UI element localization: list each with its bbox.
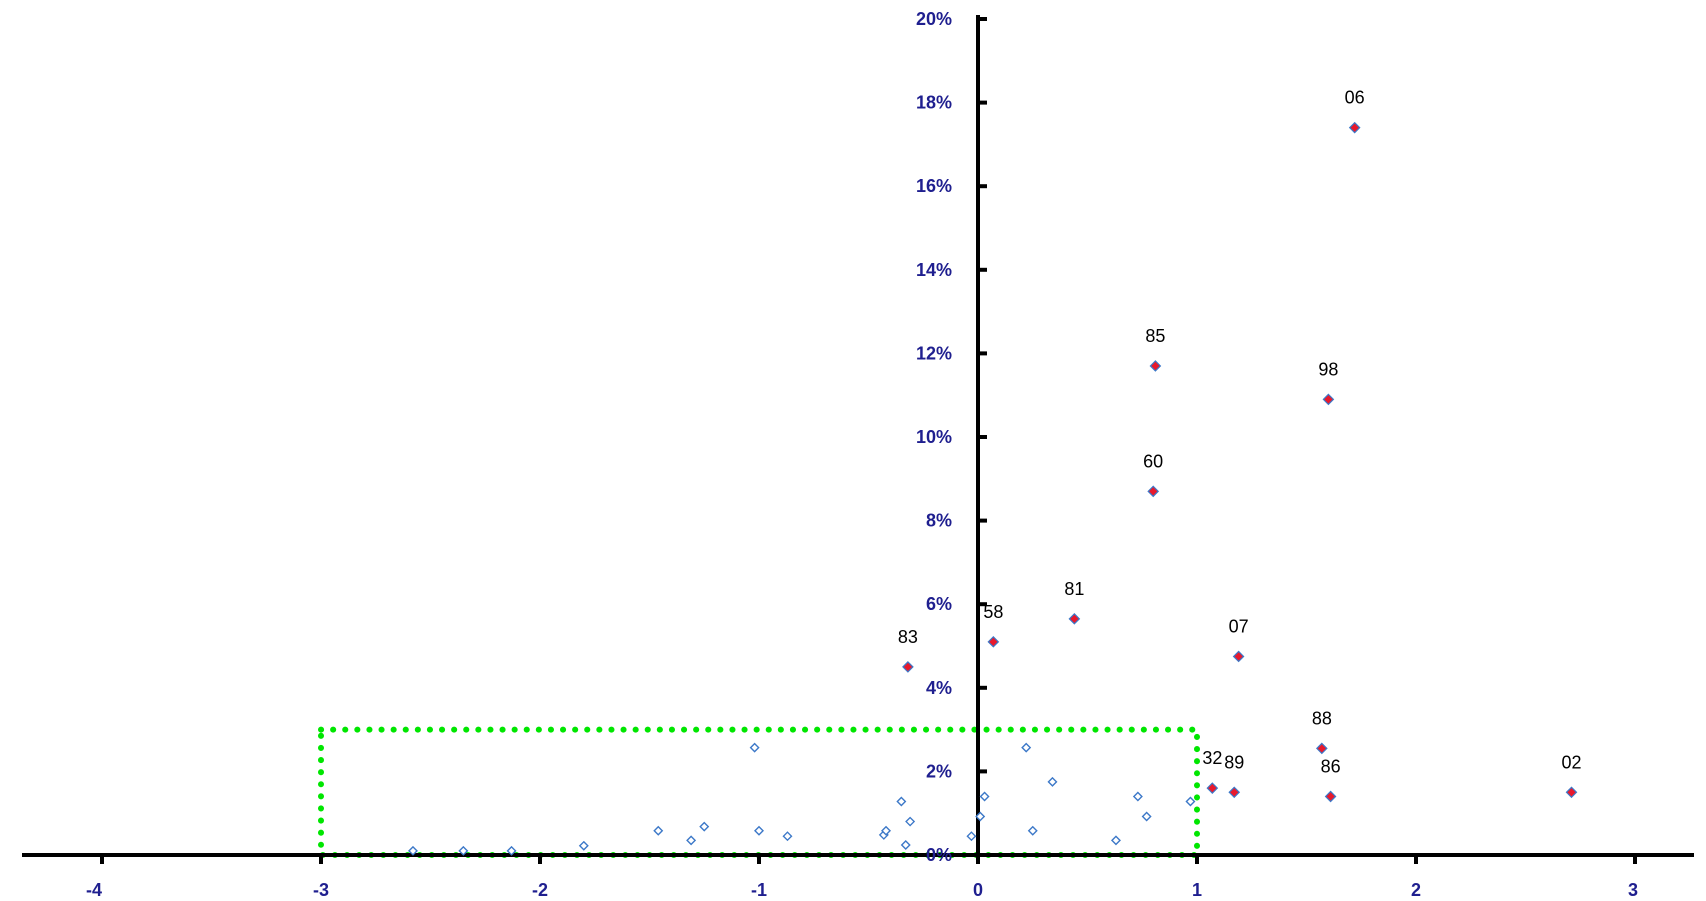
data-point-label: 81 — [1064, 579, 1084, 599]
data-point-label: 60 — [1143, 451, 1163, 471]
data-point-marker — [1322, 393, 1335, 406]
data-point-marker — [1348, 121, 1361, 134]
data-point-label: 07 — [1229, 616, 1249, 636]
data-point-marker — [1149, 360, 1162, 372]
data-point-marker — [653, 825, 664, 836]
data-point-label: 89 — [1224, 752, 1244, 772]
data-point-marker — [902, 661, 914, 673]
data-point-marker — [1565, 786, 1578, 799]
data-point-marker — [1047, 776, 1058, 787]
data-point-marker — [1021, 742, 1032, 753]
data-point-marker — [1068, 612, 1081, 625]
x-tick-label: 1 — [1192, 880, 1202, 900]
data-point-marker — [782, 831, 793, 842]
data-point-marker — [1324, 790, 1337, 803]
data-point-label: 86 — [1321, 756, 1341, 776]
data-point-marker — [1232, 650, 1245, 663]
data-point-label: 88 — [1312, 708, 1332, 728]
data-point-marker — [966, 831, 977, 842]
data-point-marker — [1185, 796, 1196, 807]
data-point-marker — [506, 845, 517, 856]
y-tick-label: 0% — [926, 845, 952, 865]
data-point-label: 32 — [1202, 748, 1222, 768]
y-tick-label: 12% — [916, 343, 952, 363]
data-point-marker — [1147, 485, 1160, 498]
data-point-marker — [1315, 742, 1328, 755]
data-point-label: 83 — [898, 627, 918, 647]
y-tick-label: 6% — [926, 594, 952, 614]
data-point-marker — [699, 821, 710, 832]
y-tick-label: 16% — [916, 176, 952, 196]
x-tick-label: 3 — [1628, 880, 1638, 900]
data-point-label: 85 — [1145, 326, 1165, 346]
data-point-label: 06 — [1345, 88, 1365, 108]
axes-layer — [22, 15, 1694, 864]
x-tick-label: 0 — [973, 880, 983, 900]
data-point-marker — [749, 742, 760, 753]
data-point-marker — [987, 635, 1000, 648]
data-point-label: 98 — [1318, 359, 1338, 379]
highlight-box-layer — [318, 726, 1200, 858]
x-tick-label: -1 — [751, 880, 767, 900]
data-point-label: 58 — [983, 602, 1003, 622]
data-point-marker — [686, 835, 697, 846]
data-point-marker — [1027, 825, 1038, 836]
data-point-marker — [458, 845, 469, 856]
data-point-marker — [975, 811, 986, 822]
data-point-marker — [1132, 791, 1143, 802]
data-point-marker — [896, 796, 907, 807]
data-point-marker — [979, 791, 990, 802]
data-point-marker — [1110, 835, 1121, 846]
y-tick-label: 10% — [916, 427, 952, 447]
highlight-box — [318, 726, 1200, 858]
x-tick-label: 2 — [1411, 880, 1421, 900]
data-point-marker — [1141, 811, 1152, 822]
y-tick-label: 18% — [916, 93, 952, 113]
y-tick-label: 14% — [916, 260, 952, 280]
y-tick-label: 4% — [926, 678, 952, 698]
x-tick-label: -2 — [532, 880, 548, 900]
point-labels-layer: 83 58 81 60 85 07 32 89 88 86 98 06 02 — [898, 88, 1582, 777]
y-tick-label: 20% — [916, 9, 952, 29]
data-points-layer — [407, 121, 1578, 856]
x-tick-label: -3 — [313, 880, 329, 900]
data-point-marker — [900, 839, 911, 850]
data-point-marker — [905, 816, 916, 827]
y-tick-label: 2% — [926, 761, 952, 781]
data-point-marker — [754, 825, 764, 836]
x-tick-label: -4 — [86, 880, 102, 900]
data-point-marker — [407, 845, 418, 856]
data-point-marker — [881, 825, 892, 836]
data-point-marker — [1206, 782, 1219, 794]
data-point-marker — [578, 840, 589, 851]
tick-labels-layer: -4 -3 -2 -1 0 1 2 3 0% 2% 4% 6% 8% 10% 12% 14% 16% 18% 20% — [86, 9, 1638, 900]
data-point-marker — [1228, 786, 1241, 799]
y-tick-label: 8% — [926, 511, 952, 531]
data-point-label: 02 — [1561, 752, 1581, 772]
